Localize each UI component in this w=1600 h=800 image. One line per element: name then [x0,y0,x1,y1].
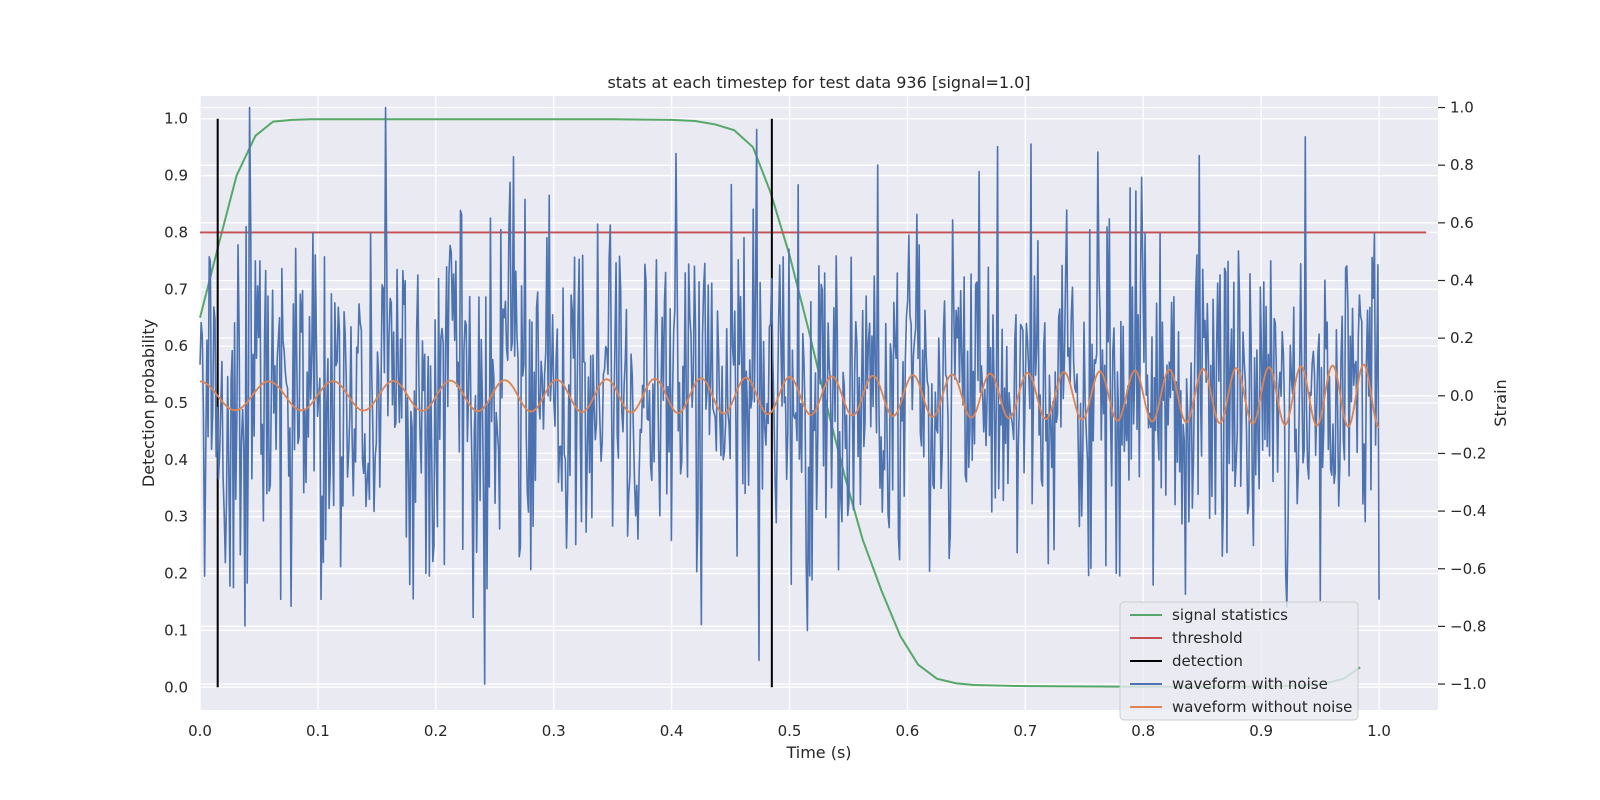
y-left-tick-label: 0.3 [164,508,188,526]
y-right-tick-label: 0.6 [1450,214,1474,232]
legend-label-waveform-with-noise: waveform with noise [1172,675,1328,693]
y-right-tick-label: −0.8 [1450,617,1486,635]
y-right-tick-label: 0.8 [1450,156,1474,174]
y-left-tick-label: 0.6 [164,337,188,355]
y-left-tick-label: 0.1 [164,621,188,639]
legend-box [1119,601,1359,721]
x-tick-label: 0.2 [424,722,448,740]
y-left-tick-label: 0.4 [164,451,188,469]
waveform-with-noise-line [199,106,1380,685]
legend-label-signal-statistics: signal statistics [1172,606,1288,624]
y-left-tick-label: 1.0 [164,110,188,128]
x-tick-label: 0.4 [660,722,684,740]
x-tick-label: 0.9 [1249,722,1273,740]
y-right-tick-label: 0.4 [1450,271,1474,289]
legend-label-threshold: threshold [1172,629,1243,647]
y-axis-left-label: Detection probability [139,319,158,487]
y-right-tick-label: −1.0 [1450,675,1486,693]
y-right-tick-label: −0.6 [1450,560,1486,578]
y-right-tick-label: 1.0 [1450,99,1474,117]
y-axis-right-label: Strain [1491,379,1510,426]
waveform-without-noise-line [199,363,1380,429]
y-left-tick-label: 0.0 [164,678,188,696]
x-tick-label: 0.6 [895,722,919,740]
y-right-tick-label: −0.4 [1450,502,1486,520]
x-tick-label: 0.8 [1131,722,1155,740]
x-tick-label: 1.0 [1367,722,1391,740]
x-axis-label: Time (s) [785,743,851,762]
y-right-tick-label: 0.2 [1450,329,1474,347]
legend-label-detection: detection [1172,652,1243,670]
series-layer [199,106,1427,688]
y-left-tick-label: 0.8 [164,223,188,241]
x-tick-label: 0.3 [542,722,566,740]
y-right-tick-label: 0.0 [1450,387,1474,405]
x-tick-label: 0.7 [1013,722,1037,740]
x-tick-label: 0.1 [306,722,330,740]
y-left-tick-label: 0.5 [164,394,188,412]
chart-title: stats at each timestep for test data 936… [607,73,1030,92]
x-tick-label: 0.0 [188,722,212,740]
legend-label-waveform-without-noise: waveform without noise [1172,698,1352,716]
y-right-tick-label: −0.2 [1450,444,1486,462]
y-left-tick-label: 0.7 [164,280,188,298]
legend: signal statistics threshold detection wa… [1119,601,1359,721]
ticks-layer: 0.0 0.1 0.2 0.3 0.4 0.5 0.6 0.7 0.8 0.9 1.0 0.0 0.1 0… [164,99,1486,740]
y-left-tick-label: 0.9 [164,167,188,185]
x-tick-label: 0.5 [778,722,802,740]
y-left-tick-label: 0.2 [164,565,188,583]
